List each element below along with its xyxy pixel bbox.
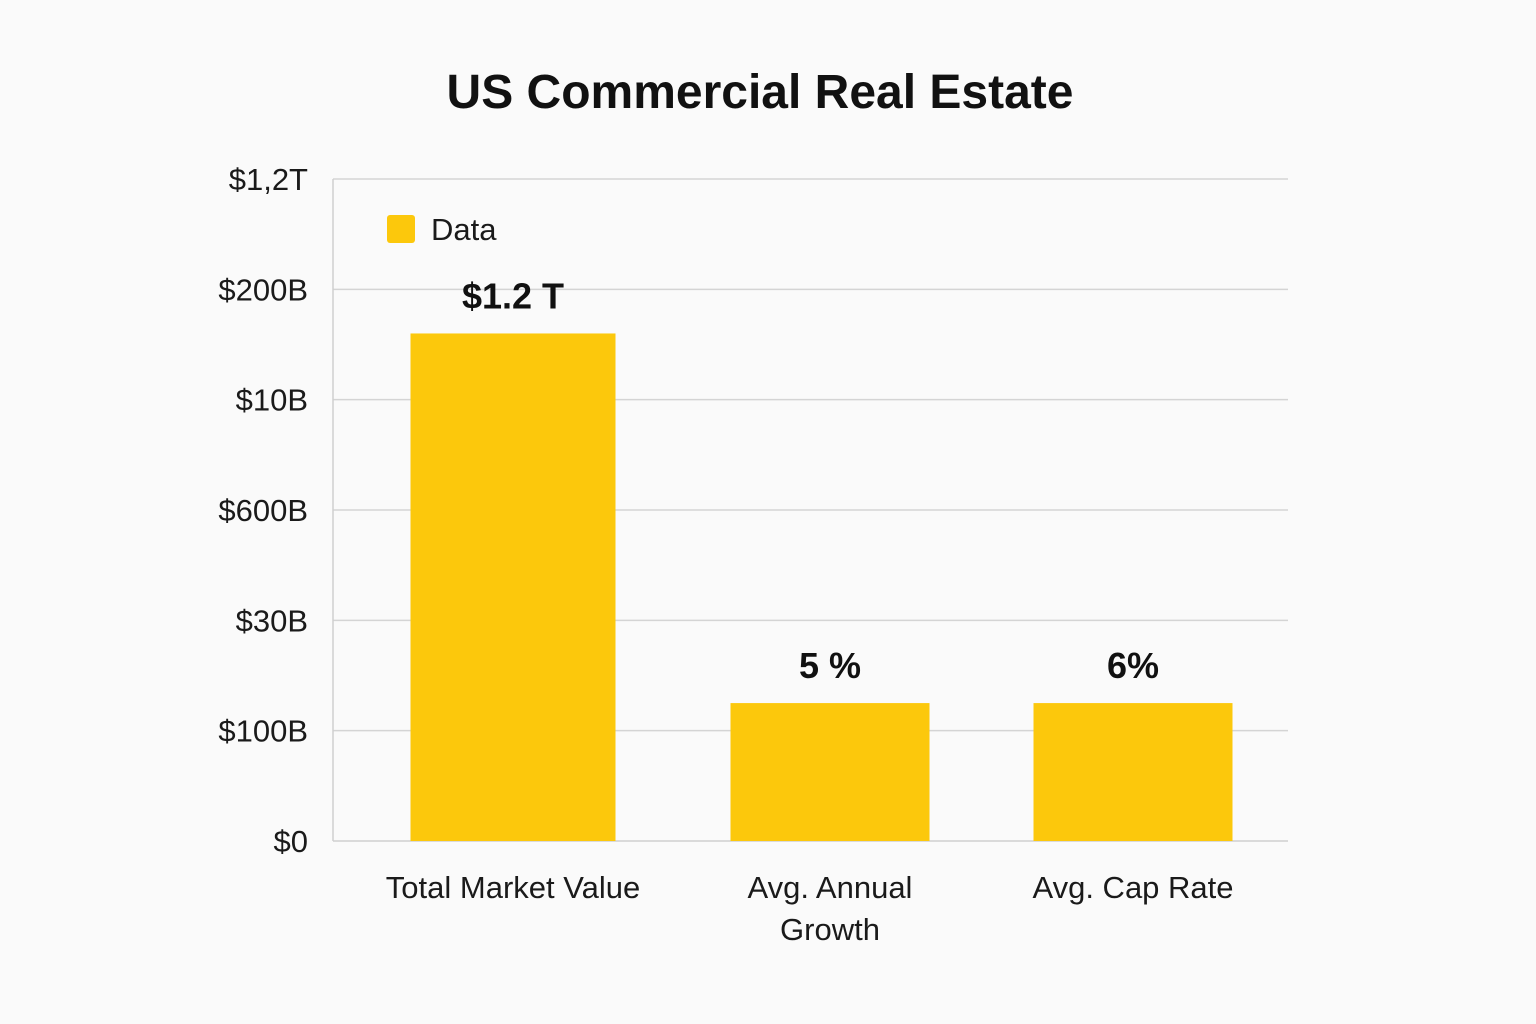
legend: Data — [387, 212, 497, 247]
y-tick-label: $1,2T — [229, 162, 308, 197]
data-label: 5 % — [799, 645, 861, 686]
chart-title: US Commercial Real Estate — [447, 66, 1074, 119]
y-tick-label: $100B — [218, 714, 308, 749]
data-label: $1.2 T — [462, 275, 564, 316]
bars — [410, 333, 1233, 841]
y-tick-label: $30B — [236, 603, 308, 638]
x-category-label: Avg. Cap Rate — [1032, 870, 1233, 905]
y-axis-ticks: $0 $100B $30B $600B $10B $200B $1,2T — [218, 162, 308, 859]
y-tick-label: $600B — [218, 493, 308, 528]
legend-swatch — [387, 215, 415, 243]
y-tick-label: $200B — [218, 272, 308, 307]
y-tick-label: $10B — [236, 383, 308, 418]
y-tick-label: $0 — [274, 824, 308, 859]
x-category-label: Total Market Value — [386, 870, 640, 905]
legend-label: Data — [431, 212, 497, 247]
data-labels: $1.2 T 5 % 6% — [462, 275, 1159, 686]
bar — [1033, 703, 1233, 841]
x-axis-labels: Total Market Value Avg. Annual Growth Avg. … — [386, 870, 1234, 947]
x-category-label: Avg. Annual Growth — [748, 870, 913, 947]
bar — [730, 703, 930, 841]
data-label: 6% — [1107, 645, 1159, 686]
bar — [410, 333, 616, 841]
